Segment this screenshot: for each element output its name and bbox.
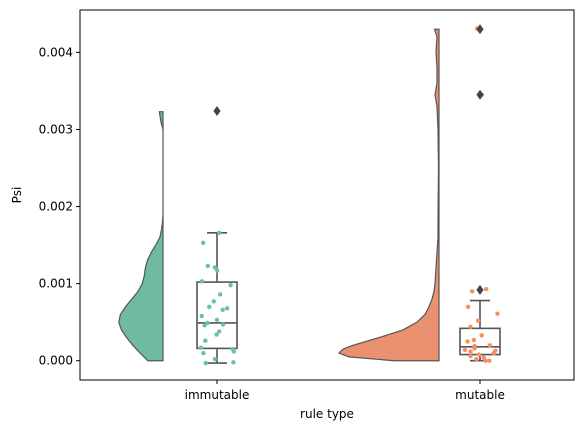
point-immutable-26 — [231, 360, 236, 365]
point-mutable-4 — [465, 304, 471, 309]
outlier-mutable-0 — [476, 284, 484, 295]
y-axis-label: Psi — [10, 187, 24, 204]
violin-immutable — [118, 111, 164, 362]
point-immutable-1 — [216, 230, 222, 235]
axes: immutable mutable 0.000 0.001 0.002 0.003 0.00… — [39, 45, 505, 402]
y-tick-label-0: 0.000 — [39, 354, 73, 368]
axes-frame — [79, 9, 575, 381]
point-immutable-18 — [216, 329, 222, 334]
point-mutable-14 — [462, 347, 468, 353]
outlier-immutable-0 — [213, 105, 221, 116]
x-axis-label: rule type — [300, 407, 354, 421]
point-immutable-11 — [224, 306, 230, 311]
point-mutable-6 — [475, 318, 481, 323]
y-tick-label-4: 0.004 — [39, 45, 73, 59]
point-immutable-23 — [231, 349, 237, 354]
point-immutable-7 — [228, 282, 233, 288]
point-immutable-13 — [199, 313, 204, 319]
y-tick-label-2: 0.002 — [39, 200, 73, 214]
point-immutable-9 — [211, 299, 216, 304]
box-immutable — [196, 281, 238, 350]
point-mutable-10 — [465, 339, 470, 344]
point-immutable-10 — [207, 304, 212, 309]
x-tick-label-mutable: mutable — [455, 388, 505, 402]
point-immutable-19 — [214, 332, 219, 337]
point-immutable-6 — [199, 279, 205, 284]
point-mutable-21 — [474, 356, 479, 362]
point-mutable-11 — [487, 343, 493, 348]
point-mutable-16 — [468, 349, 473, 354]
point-mutable-19 — [468, 353, 473, 359]
point-immutable-4 — [212, 265, 218, 270]
point-immutable-17 — [202, 323, 207, 328]
point-immutable-2 — [200, 240, 206, 245]
point-immutable-8 — [218, 292, 223, 297]
point-immutable-3 — [205, 263, 210, 269]
y-tick-label-1: 0.001 — [39, 277, 73, 291]
point-immutable-21 — [198, 345, 203, 350]
point-immutable-27 — [203, 360, 209, 366]
point-immutable-5 — [215, 268, 220, 273]
point-immutable-16 — [220, 322, 226, 327]
point-mutable-5 — [495, 311, 500, 316]
point-mutable-23 — [483, 358, 488, 363]
point-immutable-24 — [201, 350, 206, 356]
x-tick-label-immutable: immutable — [185, 388, 250, 402]
plot-area — [118, 24, 501, 366]
point-mutable-2 — [483, 286, 489, 292]
point-immutable-14 — [214, 317, 220, 323]
point-mutable-18 — [476, 352, 482, 357]
outlier-mutable-1 — [476, 89, 484, 100]
point-mutable-7 — [468, 324, 473, 330]
point-mutable-3 — [469, 289, 475, 294]
point-mutable-17 — [491, 350, 497, 356]
point-immutable-20 — [203, 338, 208, 343]
y-tick-label-3: 0.003 — [39, 122, 73, 136]
point-immutable-25 — [212, 356, 218, 362]
point-mutable-8 — [479, 333, 484, 338]
outlier-mutable-2 — [476, 24, 484, 35]
point-mutable-9 — [471, 337, 477, 343]
point-immutable-12 — [220, 307, 225, 313]
point-mutable-22 — [487, 358, 492, 363]
point-mutable-13 — [472, 346, 477, 351]
violin-mutable — [337, 28, 440, 362]
